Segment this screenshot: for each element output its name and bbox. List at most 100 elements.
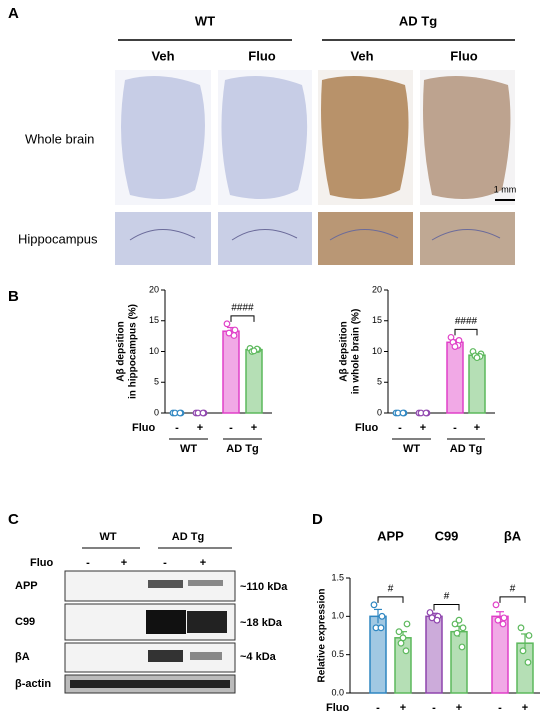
brain	[423, 76, 511, 199]
data-point	[458, 643, 466, 651]
band-label: β-actin	[15, 678, 51, 690]
data-point	[377, 624, 385, 632]
data-point	[517, 624, 525, 632]
size-label: ~110 kDa	[240, 581, 288, 593]
row-label: Fluo	[326, 702, 349, 714]
hippocampus-shape	[129, 229, 501, 241]
band-label: βA	[15, 651, 30, 663]
y-tick-label: 5	[154, 377, 159, 387]
brain	[121, 76, 205, 199]
bar	[222, 330, 240, 414]
treatment: +	[200, 557, 206, 569]
size-label: ~4 kDa	[240, 651, 277, 663]
group-label: WT	[99, 531, 116, 543]
significance-label: #	[444, 591, 450, 602]
group-label: AD Tg	[226, 443, 258, 455]
band-label: C99	[15, 616, 35, 628]
significance-bracket	[230, 315, 255, 322]
treatment: -	[86, 557, 90, 569]
data-point	[455, 616, 463, 624]
data-point	[231, 326, 239, 334]
y-tick-label: 10	[149, 346, 159, 356]
brain	[221, 76, 308, 199]
band-label: APP	[15, 580, 38, 592]
data-point	[199, 409, 207, 417]
condition-label: Veh	[350, 48, 373, 63]
significance-label: ####	[455, 316, 478, 327]
y-tick-label: 1.0	[331, 611, 344, 621]
blots	[64, 570, 236, 694]
data-point	[524, 658, 532, 666]
y-axis-label: in whole brain (%)	[351, 309, 362, 395]
data-point	[525, 632, 533, 639]
size-label: ~18 kDa	[240, 617, 283, 629]
y-tick-label: 5	[377, 377, 382, 387]
condition-label: Veh	[151, 48, 174, 63]
significance-bracket	[377, 596, 404, 603]
data-point	[492, 601, 500, 609]
y-axis-label: Aβ depsition	[339, 321, 350, 382]
bar	[491, 615, 509, 694]
band	[148, 580, 183, 588]
row-label: Whole brain	[25, 131, 94, 146]
category-label: -	[432, 702, 436, 714]
condition-label: Fluo	[248, 48, 275, 63]
image	[218, 212, 312, 265]
y-tick-label: 20	[149, 284, 159, 294]
condition-label: Fluo	[450, 48, 477, 63]
group-label: AD Tg	[399, 13, 437, 28]
category-label: -	[175, 422, 179, 434]
data-point	[378, 612, 386, 620]
data-point	[399, 634, 407, 642]
data-point	[433, 616, 441, 624]
panel-label: C	[8, 511, 19, 528]
category-label: -	[398, 422, 402, 434]
y-axis-label: Aβ depsition	[116, 321, 127, 382]
bar	[394, 637, 412, 694]
data-point	[223, 320, 231, 328]
band	[148, 650, 183, 662]
category-label: +	[456, 702, 462, 714]
category-label: +	[474, 422, 480, 434]
data-point	[402, 647, 410, 655]
y-tick-label: 15	[149, 315, 159, 325]
group-label: WT	[180, 443, 197, 455]
bar	[245, 348, 263, 414]
band	[187, 611, 227, 633]
treatment: -	[163, 557, 167, 569]
band	[190, 652, 222, 660]
row-label: Fluo	[355, 422, 378, 434]
brain	[321, 76, 409, 199]
row-label: Fluo	[30, 557, 53, 569]
y-tick-label: 10	[372, 346, 382, 356]
bar	[446, 341, 464, 414]
significance-bracket	[499, 596, 526, 603]
scale-label: 1 mm	[494, 184, 517, 194]
data-point	[403, 620, 411, 628]
data-point	[451, 343, 459, 350]
data-point	[176, 409, 184, 417]
row-label: Fluo	[132, 422, 155, 434]
data-point	[459, 624, 467, 632]
category-label: -	[376, 702, 380, 714]
y-tick-label: 0.5	[331, 649, 344, 659]
y-tick-label: 1.5	[331, 572, 344, 582]
y-axis-label: in hippocampus (%)	[128, 304, 139, 399]
y-tick-label: 0	[377, 407, 382, 417]
significance-bracket	[433, 604, 460, 611]
data-point	[370, 601, 378, 609]
data-point	[453, 629, 461, 637]
image	[318, 212, 413, 265]
category-label: -	[498, 702, 502, 714]
band	[146, 610, 186, 634]
group-label: AD Tg	[172, 531, 204, 543]
data-point	[451, 620, 459, 628]
brain-images	[115, 70, 515, 265]
data-point	[395, 628, 403, 636]
category-label: -	[229, 422, 233, 434]
category-label: +	[197, 422, 203, 434]
panel-label: A	[8, 5, 19, 22]
group-label: βA	[504, 528, 522, 543]
group-label: C99	[435, 528, 459, 543]
